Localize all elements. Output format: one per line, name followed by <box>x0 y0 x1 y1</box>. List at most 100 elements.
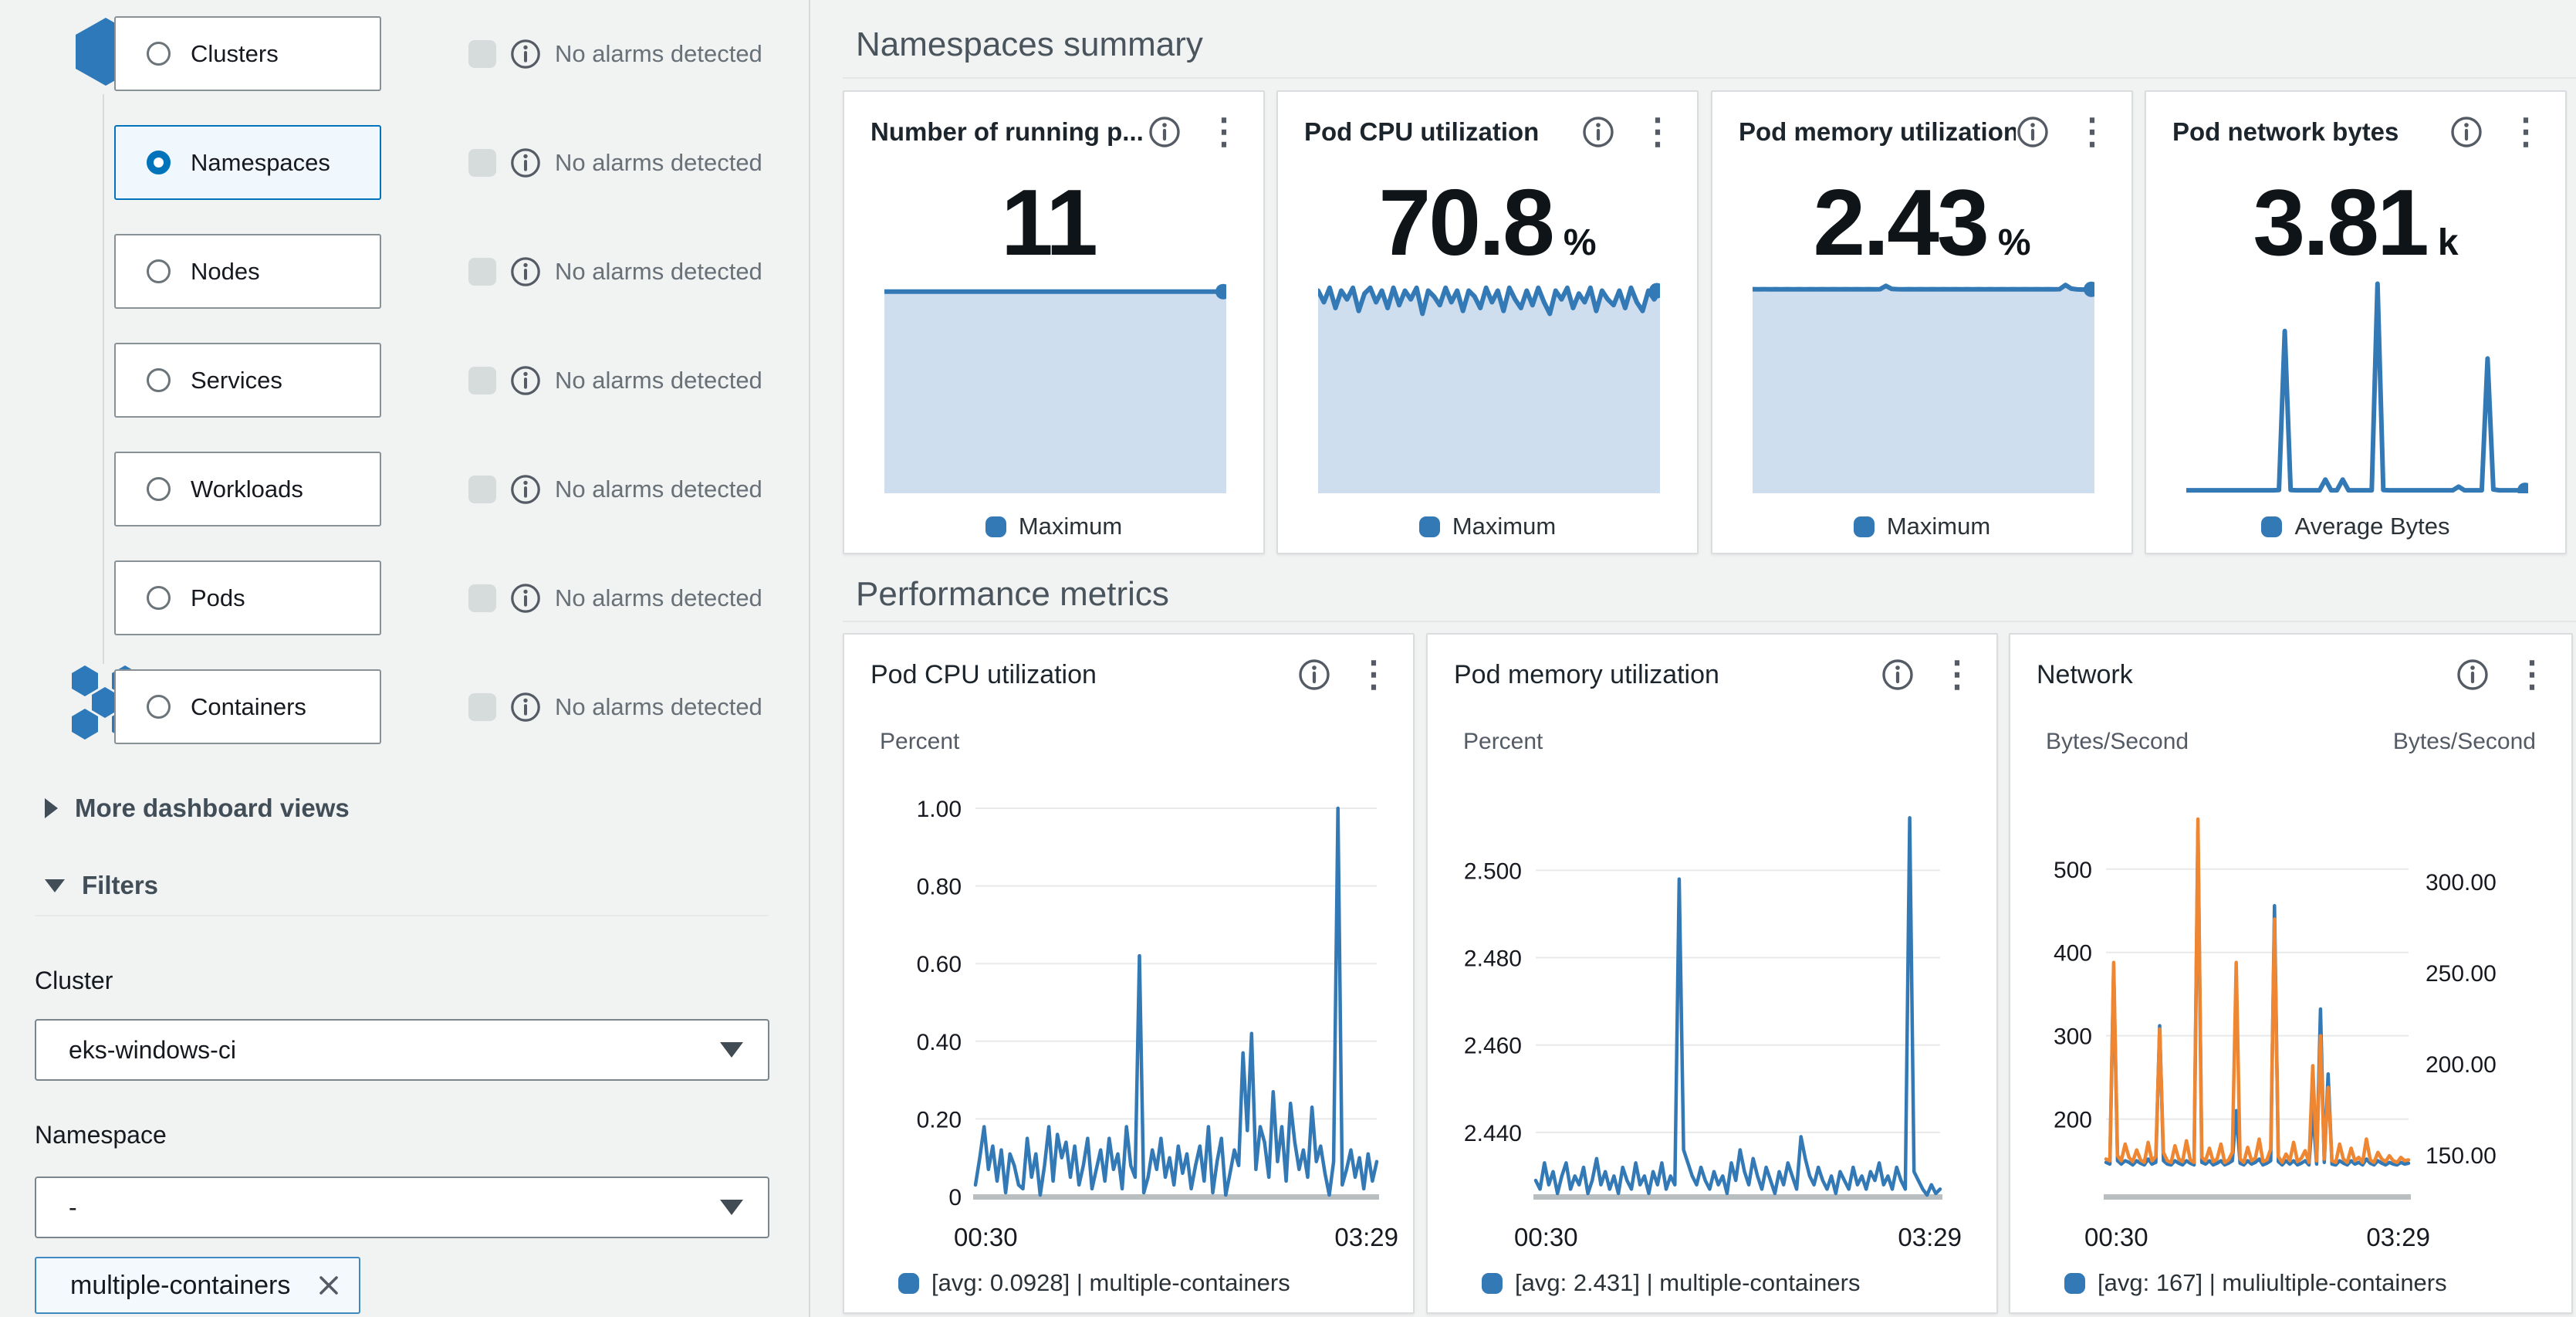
radio-icon <box>147 695 171 719</box>
kebab-menu-icon[interactable]: ⋮ <box>1206 111 1242 152</box>
filters-toggle[interactable]: Filters <box>45 871 158 900</box>
info-icon[interactable] <box>509 582 542 614</box>
more-dashboard-views-toggle[interactable]: More dashboard views <box>45 794 350 823</box>
card-title: Pod memory utilization <box>1739 117 2016 146</box>
tag-label: multiple-containers <box>70 1270 291 1300</box>
svg-text:03:29: 03:29 <box>1898 1223 1962 1251</box>
namespace-select[interactable]: - <box>35 1176 769 1238</box>
line-chart: 1.00 0.80 0.60 0.40 0.20 0 00:30 03:29 <box>917 797 1398 1251</box>
kebab-menu-icon[interactable]: ⋮ <box>2508 111 2544 152</box>
card-title: Pod CPU utilization <box>870 659 1097 689</box>
legend-color-chip <box>1853 516 1875 537</box>
tree-connector-line <box>103 94 104 664</box>
metric-value: 2.43% <box>1813 170 2031 275</box>
alarm-indicator-box <box>468 148 496 177</box>
radio-icon <box>147 368 171 392</box>
alarm-status: No alarms detected <box>468 343 762 418</box>
close-icon[interactable] <box>316 1272 342 1298</box>
info-icon[interactable] <box>509 256 542 288</box>
svg-text:0: 0 <box>948 1185 962 1210</box>
legend-color-chip <box>985 516 1006 537</box>
svg-text:0.20: 0.20 <box>917 1107 962 1132</box>
chart-card-pod-memory: Pod memory utilization ⋮ Percent 2.500 2.… <box>1426 633 1998 1314</box>
sidebar-item-pods[interactable]: Pods <box>114 560 381 635</box>
chart-legend: Average Bytes <box>2146 513 2565 540</box>
sidebar-item-containers[interactable]: Containers <box>114 669 381 744</box>
sidebar: Clusters No alarms detected Namespaces N… <box>0 0 809 1317</box>
alarm-status: No alarms detected <box>468 125 762 200</box>
info-icon[interactable] <box>509 38 542 70</box>
sidebar-item-services[interactable]: Services <box>114 343 381 418</box>
sidebar-item-label: Containers <box>191 692 306 720</box>
alarm-indicator-box <box>468 39 496 68</box>
summary-card-pod-memory: Pod memory utilization ⋮ 2.43% Maximum <box>1711 90 2133 554</box>
kebab-menu-icon[interactable]: ⋮ <box>1356 654 1391 695</box>
info-icon[interactable] <box>509 473 542 506</box>
svg-text:00:30: 00:30 <box>1514 1223 1578 1251</box>
cluster-select[interactable]: eks-windows-ci <box>35 1019 769 1081</box>
sidebar-item-label: Clusters <box>191 39 279 67</box>
divider <box>843 77 2576 79</box>
info-icon[interactable] <box>2449 115 2483 149</box>
panel-divider <box>809 0 810 1317</box>
info-icon[interactable] <box>1148 115 1182 149</box>
info-icon[interactable] <box>1581 115 1615 149</box>
info-icon[interactable] <box>509 147 542 179</box>
alarm-text: No alarms detected <box>555 692 762 720</box>
sidebar-item-nodes[interactable]: Nodes <box>114 234 381 309</box>
legend-color-chip <box>2261 516 2283 537</box>
alarm-status: No alarms detected <box>468 234 762 309</box>
divider <box>843 621 2576 622</box>
card-title: Pod CPU utilization <box>1304 117 1540 146</box>
caret-down-icon <box>720 1042 743 1058</box>
kebab-menu-icon[interactable]: ⋮ <box>2074 111 2110 152</box>
info-icon[interactable] <box>2456 658 2490 692</box>
toggle-label: Filters <box>82 871 159 899</box>
chart-legend: [avg: 2.431] | multiple-containers <box>1482 1269 1860 1297</box>
svg-text:0.40: 0.40 <box>917 1030 962 1055</box>
legend-color-chip <box>1418 516 1440 537</box>
radio-icon <box>147 42 171 66</box>
alarm-text: No alarms detected <box>555 584 762 611</box>
metric-value: 70.8% <box>1378 170 1597 275</box>
svg-text:00:30: 00:30 <box>954 1223 1018 1251</box>
svg-text:00:30: 00:30 <box>2084 1223 2148 1251</box>
radio-selected-icon <box>147 151 171 174</box>
axis-unit-labels: Percent <box>1463 729 1543 754</box>
chart-legend: [avg: 167] | muliultiple-containers <box>2064 1269 2447 1297</box>
svg-text:2.440: 2.440 <box>1464 1121 1522 1146</box>
info-icon[interactable] <box>509 691 542 723</box>
info-icon[interactable] <box>2016 115 2050 149</box>
sidebar-item-namespaces[interactable]: Namespaces <box>114 125 381 200</box>
svg-text:1.00: 1.00 <box>917 797 962 822</box>
namespace-filter-label: Namespace <box>35 1121 167 1149</box>
svg-text:2.480: 2.480 <box>1464 946 1522 972</box>
metric-value: 11 <box>1001 170 1098 275</box>
chart-legend: Maximum <box>1278 513 1697 540</box>
legend-color-chip <box>1482 1272 1503 1294</box>
sidebar-item-clusters[interactable]: Clusters <box>114 16 381 91</box>
kebab-menu-icon[interactable]: ⋮ <box>1640 111 1675 152</box>
cluster-filter-label: Cluster <box>35 967 113 994</box>
svg-text:2.460: 2.460 <box>1464 1034 1522 1059</box>
radio-icon <box>147 259 171 283</box>
info-icon[interactable] <box>1297 658 1331 692</box>
alarm-text: No alarms detected <box>555 39 762 67</box>
svg-text:200: 200 <box>2054 1108 2092 1133</box>
card-title: Pod memory utilization <box>1454 659 1719 689</box>
svg-text:0.60: 0.60 <box>917 952 962 977</box>
card-title: Network <box>2037 659 2133 689</box>
legend-color-chip <box>898 1272 919 1294</box>
chart-card-network: Network ⋮ Bytes/Second Bytes/Second 500 40… <box>2009 633 2573 1314</box>
sparkline-chart <box>2186 281 2528 493</box>
info-icon[interactable] <box>509 364 542 397</box>
alarm-indicator-box <box>468 692 496 721</box>
kebab-menu-icon[interactable]: ⋮ <box>2514 654 2550 695</box>
svg-text:250.00: 250.00 <box>2426 961 2497 987</box>
kebab-menu-icon[interactable]: ⋮ <box>1939 654 1975 695</box>
toggle-label: More dashboard views <box>75 794 350 822</box>
sidebar-item-workloads[interactable]: Workloads <box>114 452 381 526</box>
alarm-text: No alarms detected <box>555 366 762 394</box>
svg-text:03:29: 03:29 <box>2366 1223 2430 1251</box>
info-icon[interactable] <box>1881 658 1915 692</box>
